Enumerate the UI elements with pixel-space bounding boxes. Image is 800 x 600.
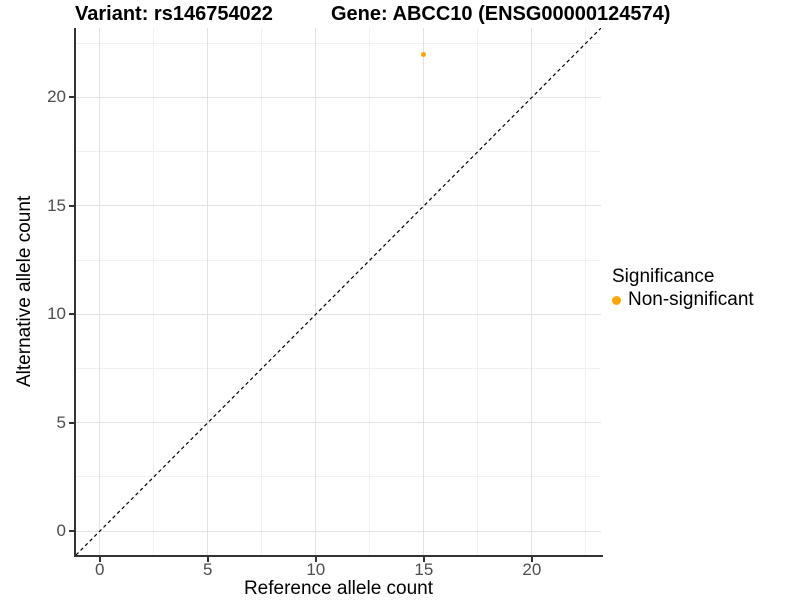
legend-item: Non-significant xyxy=(612,289,798,310)
gridline-major-horizontal xyxy=(76,313,601,315)
x-tick-label: 0 xyxy=(95,560,105,579)
gridline-minor-vertical xyxy=(477,28,479,555)
y-tick-label: 10 xyxy=(47,304,66,324)
gridline-major-vertical xyxy=(531,28,533,555)
x-tick-label: 10 xyxy=(306,560,326,579)
gridline-major-vertical xyxy=(423,28,425,555)
x-tick-mark xyxy=(314,557,317,562)
y-tick-mark xyxy=(69,313,74,316)
x-tick-mark xyxy=(422,557,425,562)
gridline-major-horizontal xyxy=(76,96,601,98)
y-tick-mark xyxy=(69,421,74,424)
legend-items: Non-significant xyxy=(612,289,798,310)
x-tick-mark xyxy=(530,557,533,562)
variant-title: Variant: rs146754022 xyxy=(75,3,273,25)
y-tick-label: 0 xyxy=(56,521,66,541)
gridline-minor-vertical xyxy=(153,28,155,555)
gridline-minor-horizontal xyxy=(76,476,601,478)
x-axis-title: Reference allele count xyxy=(243,578,434,599)
gridline-major-vertical xyxy=(315,28,317,555)
gridline-major-horizontal xyxy=(76,422,601,424)
y-tick-mark xyxy=(69,96,74,99)
y-tick-label: 15 xyxy=(47,195,66,215)
gridline-minor-horizontal xyxy=(76,367,601,369)
data-point xyxy=(421,51,427,57)
gridline-major-horizontal xyxy=(76,205,601,207)
gridline-minor-horizontal xyxy=(76,42,601,44)
gridline-major-horizontal xyxy=(76,530,601,532)
x-tick-label: 5 xyxy=(203,560,213,579)
y-tick-label: 5 xyxy=(56,412,66,432)
x-tick-label: 20 xyxy=(522,560,542,579)
x-tick-mark xyxy=(98,557,101,562)
identity-line xyxy=(76,28,601,555)
plot-panel xyxy=(76,28,601,555)
legend-key-dot xyxy=(612,295,621,305)
gridline-minor-vertical xyxy=(369,28,371,555)
x-tick-label: 15 xyxy=(414,560,434,579)
gridline-minor-vertical xyxy=(585,28,587,555)
gridline-major-vertical xyxy=(207,28,209,555)
y-axis-title: Alternative allele count xyxy=(14,195,35,388)
identity-line-layer xyxy=(76,28,601,555)
x-tick-mark xyxy=(206,557,209,562)
gridline-minor-vertical xyxy=(261,28,263,555)
gridline-minor-horizontal xyxy=(76,259,601,261)
x-axis-line xyxy=(74,555,603,557)
y-tick-mark xyxy=(69,530,74,533)
gridline-minor-horizontal xyxy=(76,151,601,153)
gridline-major-vertical xyxy=(99,28,101,555)
legend-item-label: Non-significant xyxy=(628,289,754,310)
legend: Significance Non-significant xyxy=(612,266,798,310)
y-tick-mark xyxy=(69,204,74,207)
legend-title: Significance xyxy=(612,266,715,287)
y-axis-line xyxy=(74,28,76,557)
y-tick-label: 20 xyxy=(47,87,66,107)
gene-title: Gene: ABCC10 (ENSG00000124574) xyxy=(331,3,671,25)
